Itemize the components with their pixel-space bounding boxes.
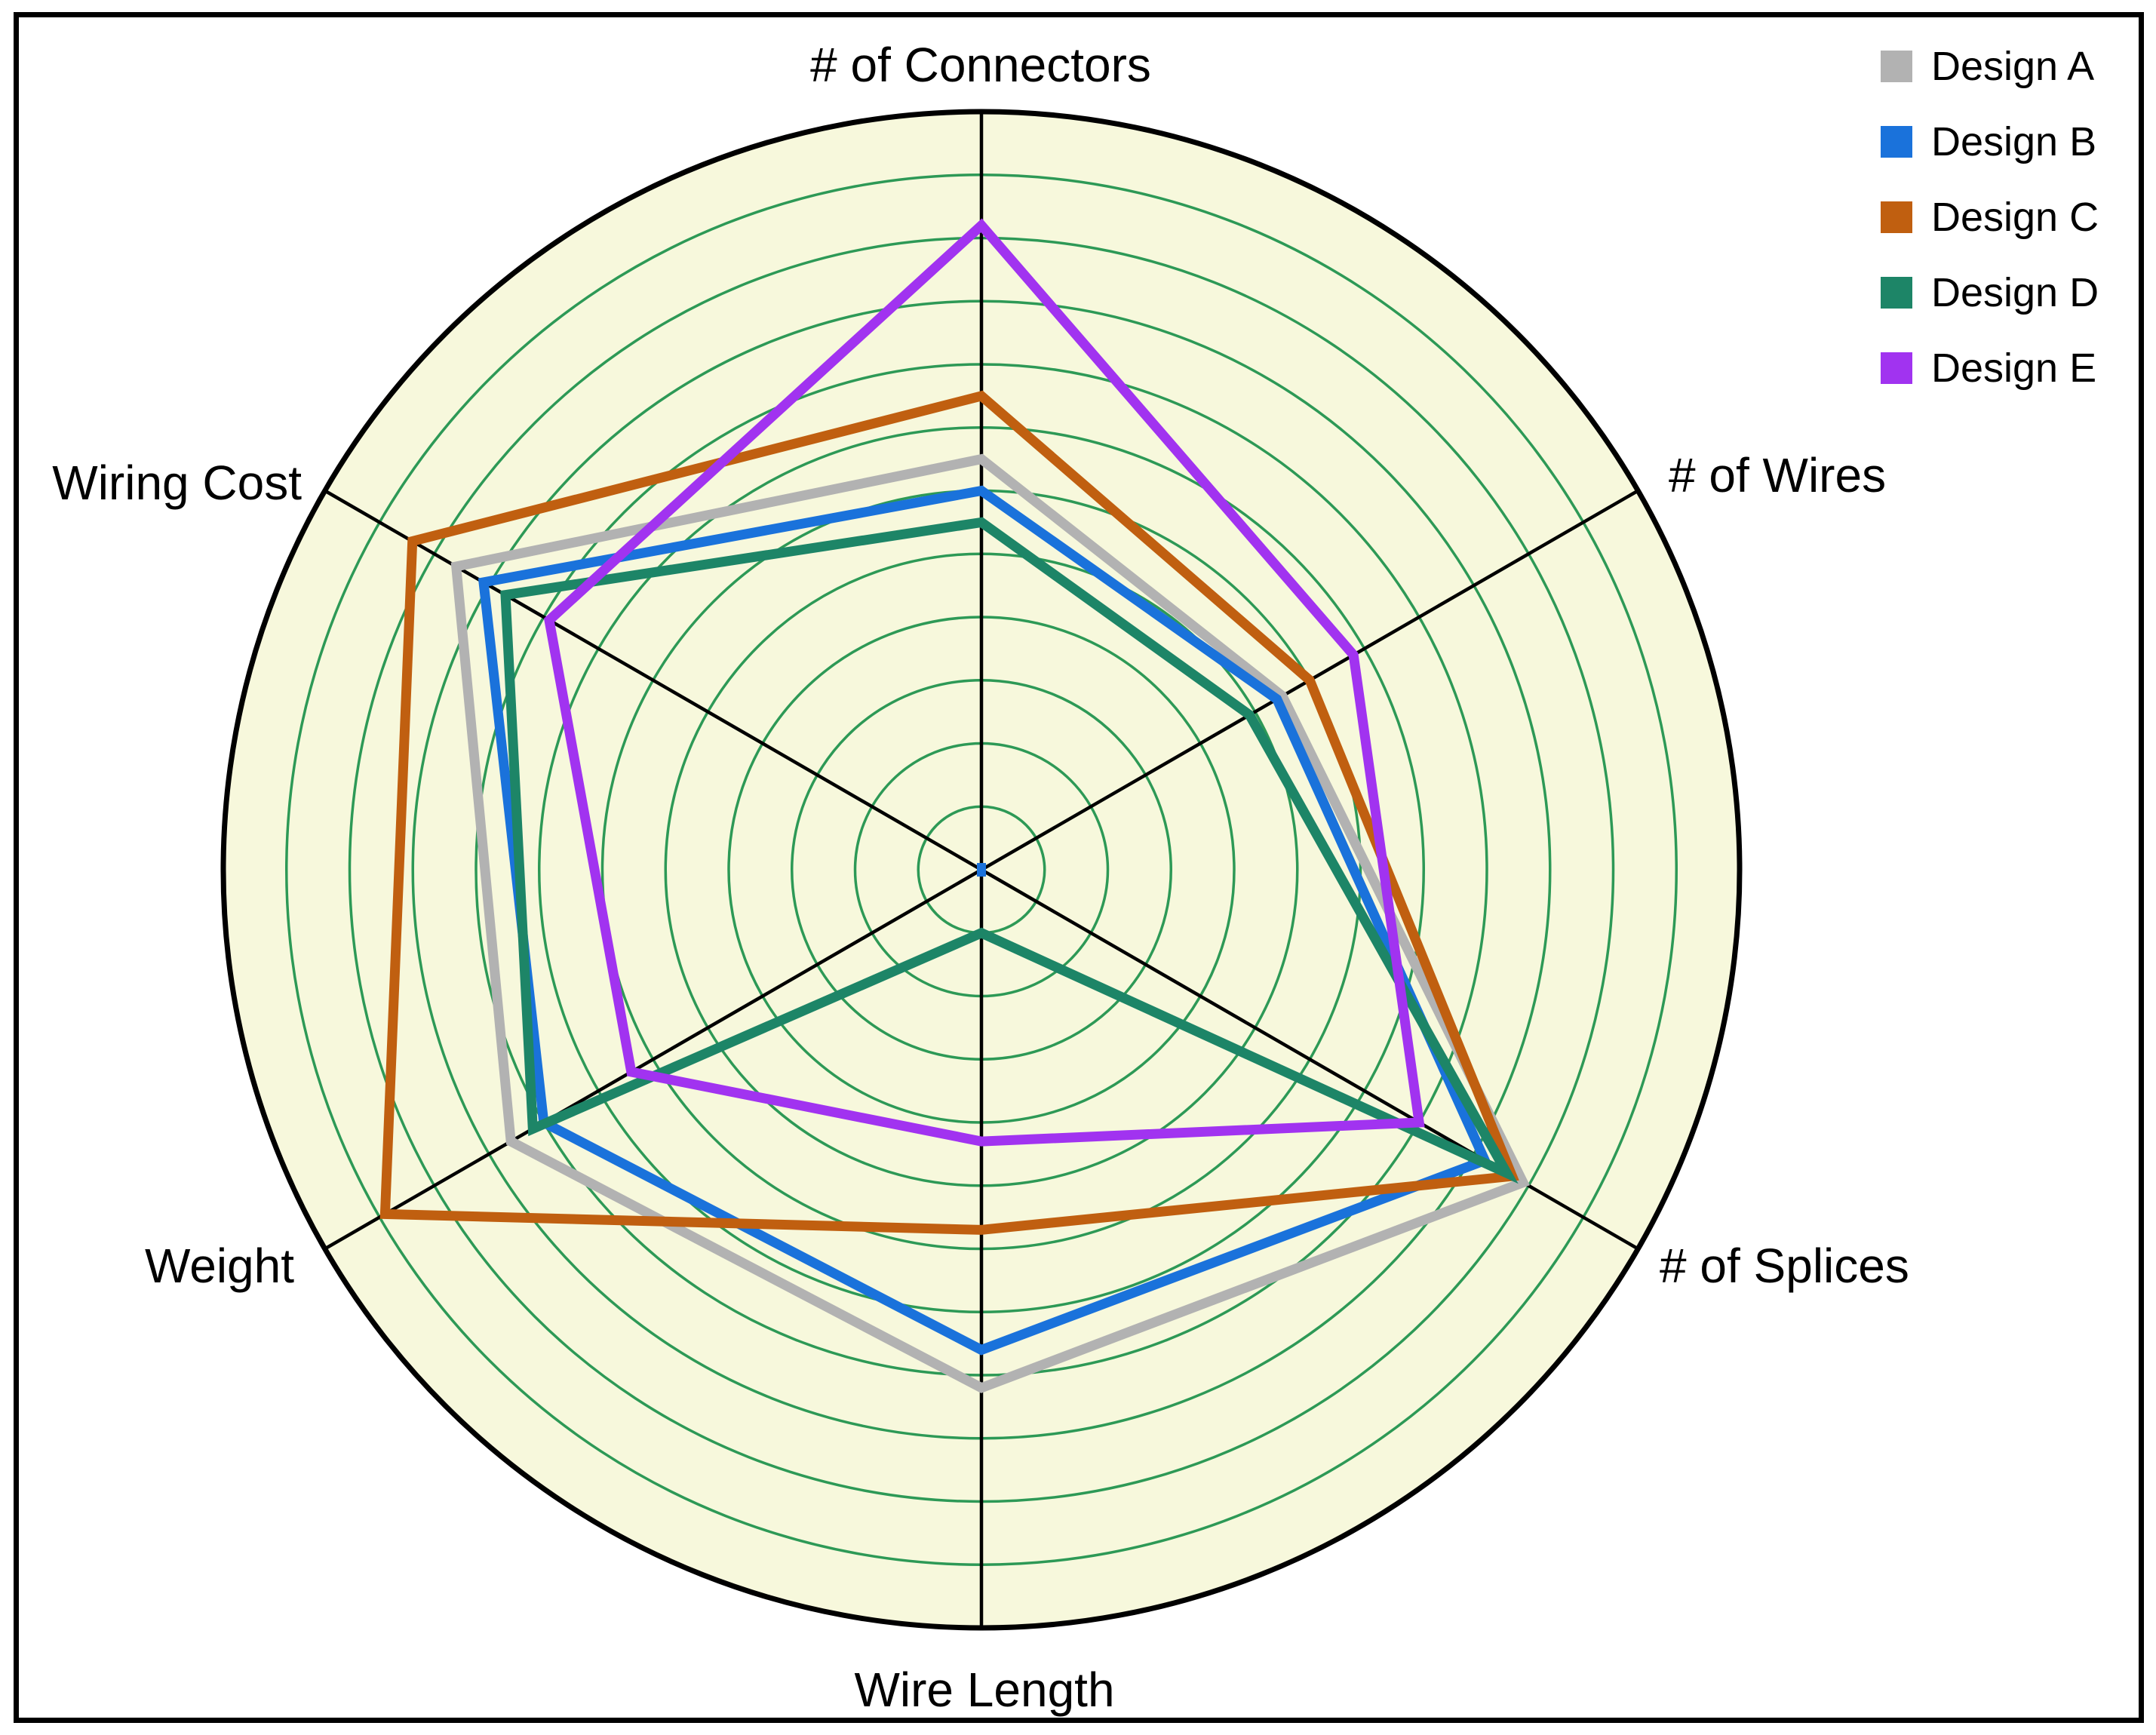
axis-label-connectors: # of Connectors [810, 38, 1151, 92]
legend-swatch-design-c [1881, 201, 1912, 233]
legend-swatch-design-d [1881, 277, 1912, 309]
axis-label-weight: Weight [144, 1239, 294, 1293]
legend-swatch-design-b [1881, 126, 1912, 158]
legend-item-design-e: Design E [1881, 345, 2097, 391]
radar-polygon-design-a [450, 453, 1531, 1393]
legend-item-design-b: Design B [1881, 119, 2097, 164]
legend-item-design-a: Design A [1881, 44, 2095, 89]
legend-label-design-b: Design B [1931, 119, 2097, 164]
axis-label-wiring-cost: Wiring Cost [52, 456, 302, 510]
center-marker [977, 863, 986, 877]
legend-label-design-a: Design A [1931, 44, 2095, 89]
legend-swatch-design-e [1881, 352, 1912, 384]
radar-polygon-design-d [500, 517, 1519, 1184]
legend-label-design-e: Design E [1931, 345, 2097, 391]
axis-label-wire-length: Wire Length [854, 1663, 1115, 1717]
legend-swatch-design-a [1881, 51, 1912, 82]
legend-label-design-c: Design C [1931, 195, 2099, 240]
legend-item-design-d: Design D [1881, 270, 2099, 315]
radar-polygon-design-c [379, 390, 1519, 1235]
radar-polygon-design-b [478, 485, 1492, 1356]
legend-label-design-d: Design D [1931, 270, 2099, 315]
axis-label-splices: # of Splices [1660, 1239, 1909, 1293]
radar-polygon-design-e [543, 218, 1425, 1147]
axis-spoke-5 [324, 489, 983, 871]
axis-spoke-4 [324, 868, 983, 1251]
axis-label-wires: # of Wires [1669, 448, 1887, 502]
legend-item-design-c: Design C [1881, 195, 2099, 240]
